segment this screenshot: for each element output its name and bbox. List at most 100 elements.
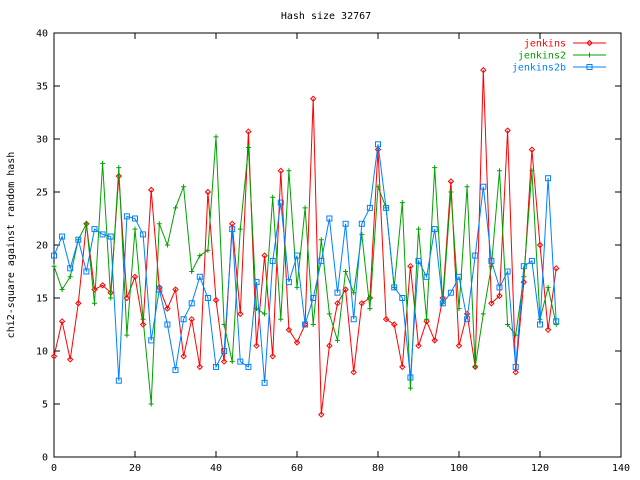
point-jenkins2b-6: [99, 231, 106, 238]
point-jenkins-26: [261, 252, 268, 259]
point-jenkins2-36: [343, 269, 349, 274]
point-jenkins-24: [245, 128, 252, 135]
point-jenkins2-57: [513, 332, 519, 338]
point-jenkins-32: [309, 95, 317, 102]
point-jenkins-3: [75, 300, 82, 307]
point-jenkins2b-2: [67, 265, 74, 272]
point-jenkins-37: [350, 368, 357, 376]
point-jenkins2b-49: [447, 289, 454, 296]
point-jenkins2b-34: [326, 215, 333, 222]
point-jenkins2-37: [351, 290, 357, 296]
point-jenkins2b-40: [375, 141, 381, 148]
point-jenkins-17: [188, 315, 195, 323]
series-jenkins2b: [51, 141, 560, 386]
y-tick-label-0: 0: [42, 453, 48, 464]
point-jenkins-0: [50, 353, 58, 360]
point-jenkins2-45: [416, 226, 421, 232]
point-jenkins2b-4: [83, 268, 90, 275]
y-axis-label: chi2-square against random hash: [6, 152, 17, 339]
point-jenkins2b-38: [358, 220, 365, 227]
point-jenkins2-31: [302, 205, 308, 211]
point-jenkins2-39: [367, 306, 373, 312]
point-jenkins-44: [407, 262, 414, 270]
point-jenkins2-2: [67, 274, 73, 280]
point-jenkins-38: [358, 300, 366, 307]
series-line-jenkins: [53, 70, 557, 415]
point-jenkins2b-25: [253, 279, 260, 286]
point-jenkins2-24: [245, 144, 251, 150]
point-jenkins2-62: [553, 322, 559, 327]
point-jenkins2-28: [278, 316, 284, 322]
point-jenkins2-19: [205, 247, 211, 253]
x-tick-label-6: 120: [531, 463, 549, 474]
point-jenkins2b-60: [537, 321, 543, 328]
point-jenkins2-15: [173, 205, 178, 211]
point-jenkins2b-54: [488, 257, 495, 264]
point-jenkins2-12: [148, 401, 154, 407]
point-jenkins-60: [536, 241, 544, 249]
point-jenkins-15: [172, 286, 179, 293]
point-jenkins2-46: [424, 316, 430, 322]
point-jenkins2-17: [189, 269, 195, 274]
point-jenkins-1: [58, 318, 66, 325]
point-jenkins-30: [293, 339, 301, 346]
point-jenkins2-35: [335, 337, 340, 343]
point-jenkins2-32: [310, 322, 316, 327]
point-jenkins2b-52: [472, 252, 479, 259]
y-tick-label-4: 20: [36, 241, 48, 252]
point-jenkins2-9: [124, 332, 130, 338]
chart-title: Hash size 32767: [281, 11, 371, 22]
point-jenkins-61: [544, 326, 552, 334]
point-jenkins2-29: [286, 168, 292, 174]
series-jenkins: [50, 66, 560, 418]
point-jenkins-56: [504, 127, 511, 134]
point-jenkins2b-50: [456, 273, 462, 280]
point-jenkins-18: [196, 363, 204, 371]
point-jenkins2-22: [229, 359, 235, 365]
point-jenkins2b-45: [415, 257, 422, 264]
point-jenkins-41: [382, 315, 390, 323]
y-tick-label-3: 15: [36, 294, 48, 305]
point-jenkins-47: [431, 337, 438, 344]
point-jenkins-33: [318, 411, 325, 418]
point-jenkins2b-7: [107, 233, 114, 240]
point-jenkins2b-22: [229, 226, 236, 233]
point-jenkins2b-62: [553, 318, 560, 325]
point-jenkins2b-48: [439, 300, 446, 307]
point-jenkins2-55: [497, 168, 502, 174]
point-jenkins-28: [277, 167, 285, 175]
point-jenkins2b-56: [504, 268, 511, 275]
y-tick-label-7: 35: [36, 82, 48, 93]
point-jenkins2b-53: [480, 183, 487, 190]
point-jenkins2b-14: [164, 321, 171, 328]
point-jenkins-62: [552, 265, 560, 272]
point-jenkins2-34: [326, 311, 332, 317]
point-jenkins-53: [480, 66, 487, 74]
point-jenkins2-61: [545, 284, 551, 290]
point-jenkins2-44: [407, 385, 413, 391]
point-jenkins2-16: [181, 184, 187, 190]
point-jenkins2-14: [164, 242, 170, 248]
point-jenkins2-6: [100, 160, 106, 166]
series-group: [50, 66, 560, 418]
x-tick-label-7: 140: [612, 463, 630, 474]
point-jenkins2b-26: [261, 379, 268, 386]
point-jenkins-19: [204, 188, 212, 196]
point-jenkins2b-36: [342, 220, 349, 227]
point-jenkins-57: [512, 368, 519, 376]
point-jenkins-42: [390, 321, 398, 328]
point-jenkins2b-19: [204, 295, 211, 301]
point-jenkins-10: [131, 273, 139, 281]
point-jenkins-49: [447, 178, 455, 185]
x-tick-label-0: 0: [51, 463, 57, 474]
axis-ticks: 0 20 40 60 80 100 120 140 0 5 10 15 20 25 30 35 40: [36, 29, 630, 475]
point-jenkins2-7: [108, 295, 114, 301]
point-jenkins2-58: [521, 274, 527, 280]
point-jenkins2b-18: [196, 273, 203, 280]
point-jenkins2-47: [432, 165, 438, 171]
point-jenkins2b-16: [180, 316, 187, 323]
point-jenkins2b-42: [391, 284, 398, 291]
point-jenkins2-51: [464, 184, 470, 190]
point-jenkins2b-13: [156, 286, 163, 293]
point-jenkins-29: [285, 326, 293, 334]
